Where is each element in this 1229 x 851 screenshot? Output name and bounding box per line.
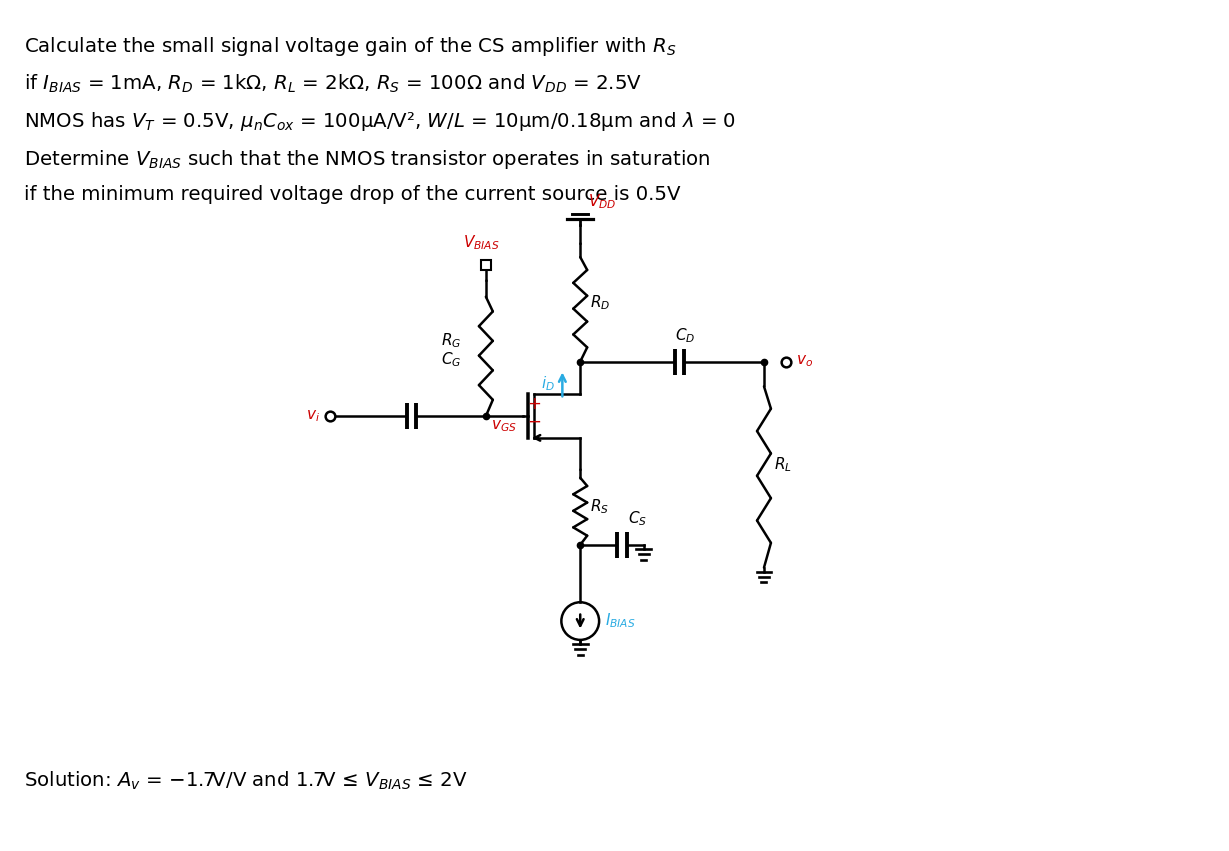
Text: $+$: $+$ (526, 395, 541, 413)
Text: Calculate the small signal voltage gain of the CS amplifier with $R_S$: Calculate the small signal voltage gain … (25, 35, 676, 58)
Text: $V_{BIAS}$: $V_{BIAS}$ (462, 233, 499, 252)
Text: $R_D$: $R_D$ (590, 293, 611, 311)
Text: $-$: $-$ (526, 412, 541, 430)
Text: $C_D$: $C_D$ (675, 326, 694, 345)
Text: $v_i$: $v_i$ (306, 408, 320, 424)
Text: NMOS has $V_T$ = 0.5V, $\mu_nC_{ox}$ = 100μA/V², $W/L$ = 10μm/0.18μm and $\lambd: NMOS has $V_T$ = 0.5V, $\mu_nC_{ox}$ = 1… (25, 110, 736, 133)
Bar (481, 260, 490, 270)
Text: Solution: $A_v$ = −1.7V/V and 1.7V ≤ $V_{BIAS}$ ≤ 2V: Solution: $A_v$ = −1.7V/V and 1.7V ≤ $V_… (25, 770, 467, 792)
Text: $R_G$: $R_G$ (441, 331, 461, 350)
Text: $C_G$: $C_G$ (441, 351, 461, 369)
Text: $v_o$: $v_o$ (795, 354, 812, 369)
Text: $i_D$: $i_D$ (541, 374, 554, 393)
Text: Determine $V_{BIAS}$ such that the NMOS transistor operates in saturation: Determine $V_{BIAS}$ such that the NMOS … (25, 148, 710, 171)
Text: if the minimum required voltage drop of the current source is 0.5V: if the minimum required voltage drop of … (25, 186, 681, 204)
Text: $v_{GS}$: $v_{GS}$ (490, 418, 516, 434)
Text: if $I_{BIAS}$ = 1mA, $R_D$ = 1kΩ, $R_L$ = 2kΩ, $R_S$ = 100Ω and $V_{DD}$ = 2.5V: if $I_{BIAS}$ = 1mA, $R_D$ = 1kΩ, $R_L$ … (25, 72, 643, 94)
Text: $C_S$: $C_S$ (628, 509, 646, 528)
Text: $V_{DD}$: $V_{DD}$ (589, 192, 617, 211)
Text: $R_S$: $R_S$ (590, 497, 610, 516)
Text: $R_L$: $R_L$ (774, 455, 791, 474)
Text: $I_{BIAS}$: $I_{BIAS}$ (605, 612, 635, 631)
